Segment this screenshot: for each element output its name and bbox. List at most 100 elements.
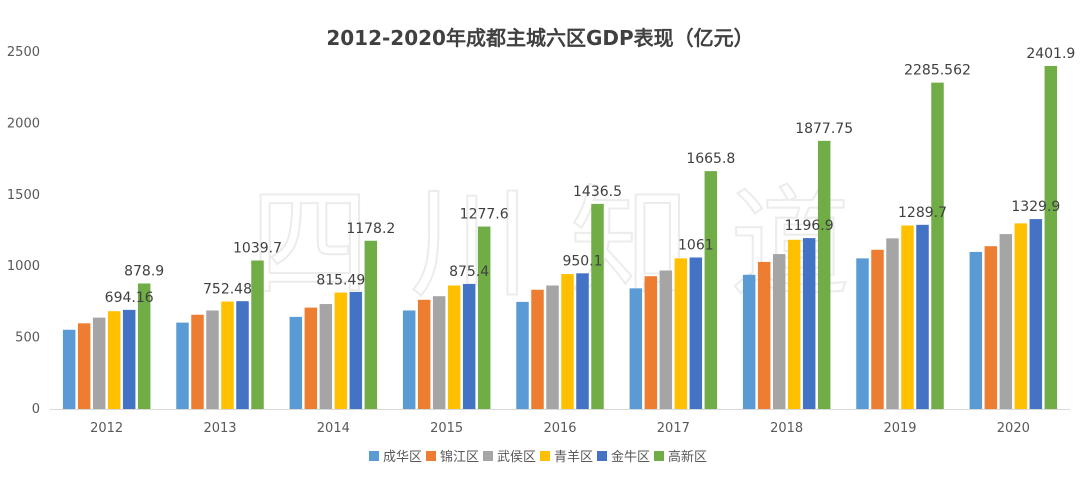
bar xyxy=(417,299,431,409)
bar xyxy=(1014,223,1028,409)
data-label: 1039.7 xyxy=(233,241,282,257)
bar xyxy=(772,254,786,409)
data-labels-group: 694.16 878.9 752.48 1039.7 815.49 1178.2 875.4… xyxy=(105,46,1076,306)
bar xyxy=(817,140,831,410)
bar xyxy=(1029,219,1043,409)
y-tick-label: 1000 xyxy=(7,259,40,274)
bar xyxy=(531,289,544,409)
x-tick-label: 2019 xyxy=(883,421,916,436)
bar xyxy=(999,234,1013,409)
chart-title: 2012-2020年成都主城六区GDP表现（亿元） xyxy=(326,26,753,50)
bar xyxy=(969,251,983,409)
bar xyxy=(757,261,771,409)
data-label: 1277.6 xyxy=(460,207,509,223)
bar xyxy=(319,304,333,409)
bar xyxy=(674,258,688,409)
legend-label: 青羊区 xyxy=(554,449,593,465)
bar xyxy=(122,309,136,409)
bar xyxy=(787,239,801,409)
bar xyxy=(364,240,378,409)
bar xyxy=(644,276,658,409)
bar xyxy=(704,171,718,409)
x-tick-label: 2016 xyxy=(543,421,576,436)
bar xyxy=(516,301,529,409)
data-label: 2285.562 xyxy=(904,63,971,79)
y-tick-label: 0 xyxy=(32,402,40,417)
data-label: 815.49 xyxy=(316,273,365,289)
bars-group xyxy=(62,66,1058,410)
bar xyxy=(984,246,998,409)
data-label: 1665.8 xyxy=(686,151,735,167)
data-label: 1436.5 xyxy=(573,184,622,200)
bar xyxy=(107,311,121,409)
x-tick-label: 2017 xyxy=(657,421,690,436)
bar xyxy=(742,274,756,409)
bar xyxy=(561,274,574,409)
bar xyxy=(447,285,461,409)
bar xyxy=(886,238,899,409)
bar xyxy=(432,296,446,409)
bar xyxy=(349,291,363,409)
bar xyxy=(477,226,491,409)
x-axis: 2012 2013 2014 2015 2016 2017 2018 2019 2020 xyxy=(90,421,1030,436)
y-tick-label: 2500 xyxy=(7,45,40,60)
bar xyxy=(856,258,869,409)
data-label: 950.1 xyxy=(562,253,602,269)
data-label: 1877.75 xyxy=(795,121,853,137)
bar xyxy=(916,224,929,409)
x-tick-label: 2013 xyxy=(203,421,236,436)
bar xyxy=(931,82,944,410)
bar xyxy=(1044,66,1058,409)
legend-label: 金牛区 xyxy=(611,449,650,465)
legend-swatch xyxy=(597,451,607,461)
bar xyxy=(462,283,476,409)
bar xyxy=(402,310,416,409)
x-tick-label: 2014 xyxy=(317,421,350,436)
y-tick-label: 2000 xyxy=(7,116,40,131)
legend[interactable]: 成华区 锦江区 武侯区 青羊区 金牛区 高新区 xyxy=(369,449,707,465)
legend-swatch xyxy=(369,451,379,461)
x-tick-label: 2015 xyxy=(430,421,463,436)
bar xyxy=(137,283,151,409)
bar xyxy=(251,260,264,409)
data-label: 1178.2 xyxy=(346,221,395,237)
data-label: 2401.9 xyxy=(1026,46,1075,62)
legend-swatch xyxy=(654,451,664,461)
bar xyxy=(289,316,303,409)
bar xyxy=(546,285,559,409)
data-label: 875.4 xyxy=(449,264,489,280)
bar xyxy=(802,238,816,409)
bar xyxy=(334,292,348,409)
data-label: 694.16 xyxy=(105,290,154,306)
y-axis: 0 500 1000 1500 2000 2500 xyxy=(7,45,40,417)
data-label: 1061 xyxy=(678,237,714,253)
bar xyxy=(191,314,204,409)
bar xyxy=(206,310,219,409)
bar xyxy=(62,329,76,409)
x-tick-label: 2012 xyxy=(90,421,123,436)
bar xyxy=(629,288,643,409)
bar xyxy=(659,270,673,409)
data-label: 1329.9 xyxy=(1011,199,1060,215)
legend-swatch xyxy=(540,451,550,461)
legend-swatch xyxy=(426,451,436,461)
x-tick-label: 2020 xyxy=(997,421,1030,436)
bar xyxy=(576,273,589,409)
bar xyxy=(221,301,234,409)
bar xyxy=(871,249,884,409)
bar xyxy=(591,203,604,409)
bar xyxy=(304,307,318,409)
y-tick-label: 500 xyxy=(15,331,40,346)
data-label: 752.48 xyxy=(203,282,252,298)
bar xyxy=(901,225,914,409)
y-tick-label: 1500 xyxy=(7,188,40,203)
legend-label: 武侯区 xyxy=(497,450,536,465)
bar xyxy=(236,301,249,409)
data-label: 1289.7 xyxy=(898,205,947,221)
bar xyxy=(689,257,703,409)
legend-label: 成华区 xyxy=(383,450,422,465)
legend-swatch xyxy=(483,451,493,461)
data-label: 878.9 xyxy=(124,263,164,279)
legend-label: 锦江区 xyxy=(440,450,479,465)
